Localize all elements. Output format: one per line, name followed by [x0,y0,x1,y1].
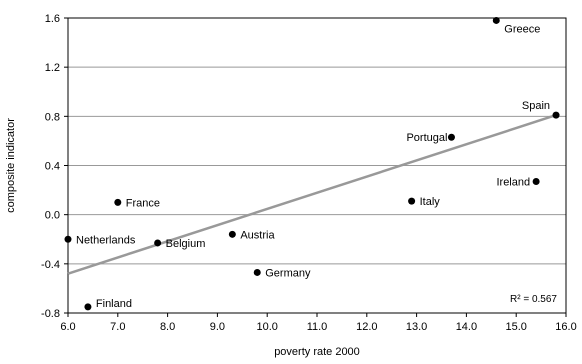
data-point [253,268,261,276]
y-tick-label: 0.8 [45,111,60,123]
data-point [408,197,416,205]
data-point [492,16,500,24]
y-axis-label: composite indicator [5,118,17,213]
x-tick-label: 8.0 [160,321,175,333]
x-tick-label: 12.0 [356,321,377,333]
point-label: Greece [504,23,540,35]
x-tick-label: 7.0 [110,321,125,333]
y-tick-label: 0.4 [45,161,60,173]
trendline [67,113,557,275]
point-label: Belgium [166,238,206,250]
point-label: Italy [420,196,441,208]
point-label: Portugal [406,132,447,144]
point-label: Ireland [496,176,530,188]
x-tick-label: 6.0 [60,321,75,333]
x-tick-label: 16.0 [555,321,576,333]
data-point [228,230,236,238]
grid-lines [68,66,566,265]
y-tick-label: 1.6 [45,13,60,25]
y-tick-label: 1.2 [45,62,60,74]
data-point [447,133,455,141]
x-tick-label: 11.0 [307,321,328,333]
y-tick-label: 0.0 [45,210,60,222]
x-tick-label: 14.0 [456,321,477,333]
point-label: France [126,197,160,209]
x-tick-label: 15.0 [505,321,526,333]
data-points: Greece Spain Portugal Ireland Italy France Net… [64,16,560,311]
point-label: Netherlands [76,234,136,246]
data-point [64,235,72,243]
point-label: Spain [522,100,550,112]
x-tick-label: 10.0 [256,321,277,333]
data-point [154,239,162,247]
y-tick-label: -0.8 [41,308,60,320]
point-label: Finland [96,298,132,310]
data-point [552,111,560,119]
point-label: Austria [240,229,275,241]
point-label: Germany [265,267,311,279]
x-axis-ticks: 6.0 7.0 8.0 9.0 10.0 11.0 12.0 13.0 14.0 15.0 16.0 [60,313,577,333]
x-tick-label: 9.0 [210,321,225,333]
r-squared-label: R² = 0.567 [510,294,557,305]
x-tick-label: 13.0 [406,321,427,333]
data-point [84,303,92,311]
x-axis-label: poverty rate 2000 [274,346,360,358]
y-tick-label: -0.4 [41,259,60,271]
y-axis-ticks: -0.8 -0.4 0.0 0.4 0.8 1.2 1.6 [41,13,68,320]
data-point [532,177,540,185]
data-point [114,198,122,206]
